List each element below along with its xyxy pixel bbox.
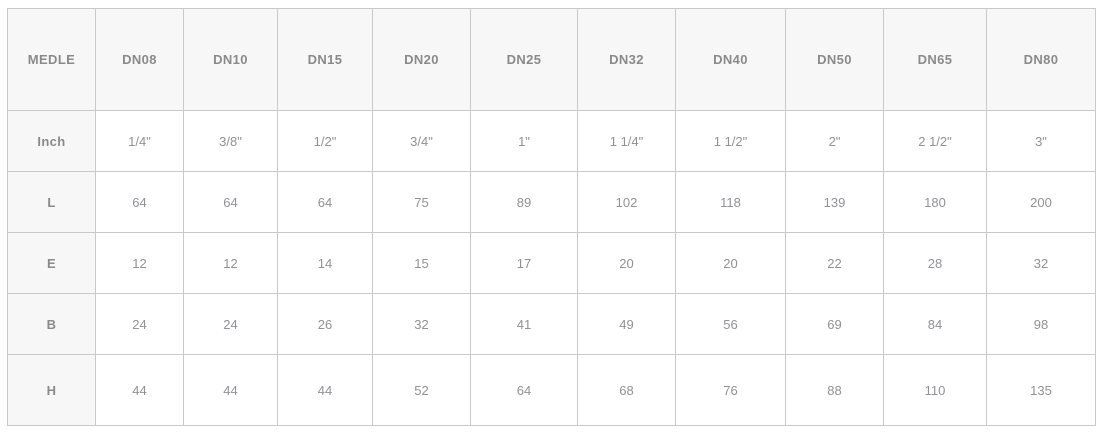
table-cell: 17 <box>470 232 578 294</box>
table-cell: 56 <box>675 293 786 355</box>
table-row-l: L 64 64 64 75 89 102 118 139 180 200 <box>7 171 1096 233</box>
table-cell: 3/8" <box>183 110 278 172</box>
header-cell-dn65: DN65 <box>883 8 987 111</box>
row-label-h: H <box>7 354 96 426</box>
table-cell: 3" <box>986 110 1096 172</box>
table-cell: 64 <box>277 171 373 233</box>
table-cell: 1 1/2" <box>675 110 786 172</box>
table-cell: 44 <box>183 354 278 426</box>
table-cell: 200 <box>986 171 1096 233</box>
table-cell: 64 <box>95 171 184 233</box>
table-cell: 69 <box>785 293 884 355</box>
table-cell: 32 <box>986 232 1096 294</box>
table-cell: 110 <box>883 354 987 426</box>
table-cell: 12 <box>95 232 184 294</box>
row-label-inch: Inch <box>7 110 96 172</box>
header-cell-dn20: DN20 <box>372 8 471 111</box>
table-cell: 52 <box>372 354 471 426</box>
header-cell-dn10: DN10 <box>183 8 278 111</box>
table-cell: 88 <box>785 354 884 426</box>
row-label-b: B <box>7 293 96 355</box>
row-label-l: L <box>7 171 96 233</box>
header-cell-dn08: DN08 <box>95 8 184 111</box>
table-header-row: MEDLE DN08 DN10 DN15 DN20 DN25 DN32 DN40… <box>7 8 1096 111</box>
table-row-inch: Inch 1/4" 3/8" 1/2" 3/4" 1" 1 1/4" 1 1/2… <box>7 110 1096 172</box>
table-cell: 118 <box>675 171 786 233</box>
table-cell: 12 <box>183 232 278 294</box>
table-cell: 84 <box>883 293 987 355</box>
table-row-h: H 44 44 44 52 64 68 76 88 110 135 <box>7 354 1096 426</box>
header-cell-dn50: DN50 <box>785 8 884 111</box>
table-cell: 1 1/4" <box>577 110 676 172</box>
table-cell: 20 <box>577 232 676 294</box>
table-cell: 98 <box>986 293 1096 355</box>
table-cell: 22 <box>785 232 884 294</box>
table-cell: 15 <box>372 232 471 294</box>
table-cell: 139 <box>785 171 884 233</box>
table-cell: 32 <box>372 293 471 355</box>
table-cell: 49 <box>577 293 676 355</box>
table-row-e: E 12 12 14 15 17 20 20 22 28 32 <box>7 232 1096 294</box>
table-cell: 2 1/2" <box>883 110 987 172</box>
table-cell: 44 <box>95 354 184 426</box>
table-cell: 135 <box>986 354 1096 426</box>
table-cell: 102 <box>577 171 676 233</box>
table-cell: 24 <box>95 293 184 355</box>
table-cell: 24 <box>183 293 278 355</box>
table-cell: 20 <box>675 232 786 294</box>
header-cell-dn40: DN40 <box>675 8 786 111</box>
table-cell: 26 <box>277 293 373 355</box>
table-row-b: B 24 24 26 32 41 49 56 69 84 98 <box>7 293 1096 355</box>
table-cell: 3/4" <box>372 110 471 172</box>
valve-dimensions-table: MEDLE DN08 DN10 DN15 DN20 DN25 DN32 DN40… <box>7 8 1096 426</box>
table-cell: 76 <box>675 354 786 426</box>
row-label-e: E <box>7 232 96 294</box>
table-cell: 64 <box>470 354 578 426</box>
header-cell-medle: MEDLE <box>7 8 96 111</box>
table-cell: 28 <box>883 232 987 294</box>
table-cell: 68 <box>577 354 676 426</box>
table-cell: 2" <box>785 110 884 172</box>
table-cell: 89 <box>470 171 578 233</box>
table-cell: 1" <box>470 110 578 172</box>
header-cell-dn80: DN80 <box>986 8 1096 111</box>
table-cell: 64 <box>183 171 278 233</box>
table-cell: 1/2" <box>277 110 373 172</box>
table-cell: 41 <box>470 293 578 355</box>
table-cell: 180 <box>883 171 987 233</box>
header-cell-dn32: DN32 <box>577 8 676 111</box>
table-cell: 44 <box>277 354 373 426</box>
table-cell: 14 <box>277 232 373 294</box>
header-cell-dn25: DN25 <box>470 8 578 111</box>
table-cell: 1/4" <box>95 110 184 172</box>
header-cell-dn15: DN15 <box>277 8 373 111</box>
table-cell: 75 <box>372 171 471 233</box>
